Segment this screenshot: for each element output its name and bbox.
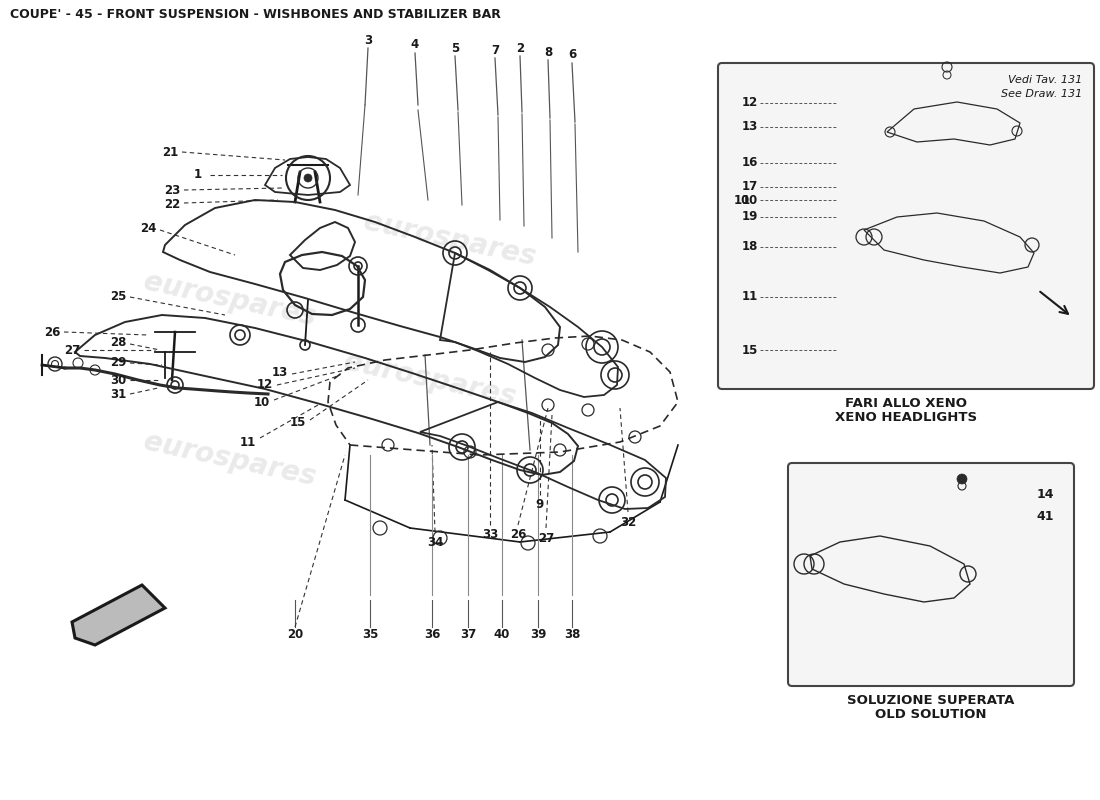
Text: 3: 3 [364,34,372,46]
FancyBboxPatch shape [788,463,1074,686]
Text: 36: 36 [424,629,440,642]
Text: 12: 12 [257,378,273,391]
Text: 1: 1 [194,169,202,182]
Text: 13: 13 [272,366,288,378]
Text: 34: 34 [427,535,443,549]
FancyBboxPatch shape [718,63,1094,389]
Text: See Draw. 131: See Draw. 131 [1001,89,1082,99]
Text: 38: 38 [564,629,580,642]
Text: eurospares: eurospares [361,208,539,272]
Text: XENO HEADLIGHTS: XENO HEADLIGHTS [835,411,977,424]
Text: 15: 15 [741,343,758,357]
Text: 24: 24 [140,222,156,234]
Text: 19: 19 [741,210,758,223]
Text: 13: 13 [741,121,758,134]
Text: FARI ALLO XENO: FARI ALLO XENO [845,397,967,410]
Text: 26: 26 [509,529,526,542]
Text: 17: 17 [741,181,758,194]
Text: 37: 37 [460,629,476,642]
Text: 30: 30 [110,374,126,386]
Text: 15: 15 [289,415,306,429]
Text: 25: 25 [110,290,126,303]
Text: eurospares: eurospares [341,348,519,412]
Text: 10: 10 [734,194,750,206]
Text: 35: 35 [362,629,378,642]
Text: 33: 33 [482,529,498,542]
Text: 10: 10 [741,194,758,206]
Text: 29: 29 [110,357,126,370]
Text: 32: 32 [620,515,636,529]
Text: 26: 26 [44,326,60,338]
Text: 31: 31 [110,387,126,401]
Polygon shape [72,585,165,645]
Text: 16: 16 [741,157,758,170]
Text: 27: 27 [64,343,80,357]
Text: 14: 14 [1036,487,1054,501]
Text: 40: 40 [494,629,510,642]
Text: 41: 41 [1036,510,1054,523]
Text: 18: 18 [741,241,758,254]
Text: 10: 10 [254,395,271,409]
Text: 4: 4 [411,38,419,51]
Text: 22: 22 [164,198,180,211]
Text: 11: 11 [741,290,758,303]
Text: 6: 6 [568,49,576,62]
Text: COUPE' - 45 - FRONT SUSPENSION - WISHBONES AND STABILIZER BAR: COUPE' - 45 - FRONT SUSPENSION - WISHBON… [10,9,500,22]
Text: eurospares: eurospares [141,428,319,492]
Text: 39: 39 [530,629,547,642]
Text: 27: 27 [538,531,554,545]
Circle shape [304,174,312,182]
Text: 21: 21 [162,146,178,158]
Text: Vedi Tav. 131: Vedi Tav. 131 [1008,75,1082,85]
Text: 11: 11 [240,435,256,449]
Text: SOLUZIONE SUPERATA: SOLUZIONE SUPERATA [847,694,1014,707]
Text: 2: 2 [516,42,524,54]
Text: 12: 12 [741,97,758,110]
Text: 7: 7 [491,43,499,57]
Text: eurospares: eurospares [141,268,319,332]
Text: 20: 20 [287,629,304,642]
Text: OLD SOLUTION: OLD SOLUTION [876,708,987,721]
Text: 23: 23 [164,183,180,197]
Text: 28: 28 [110,335,126,349]
Circle shape [957,474,967,484]
Text: 9: 9 [536,498,544,511]
Text: 8: 8 [543,46,552,58]
Text: 5: 5 [451,42,459,54]
